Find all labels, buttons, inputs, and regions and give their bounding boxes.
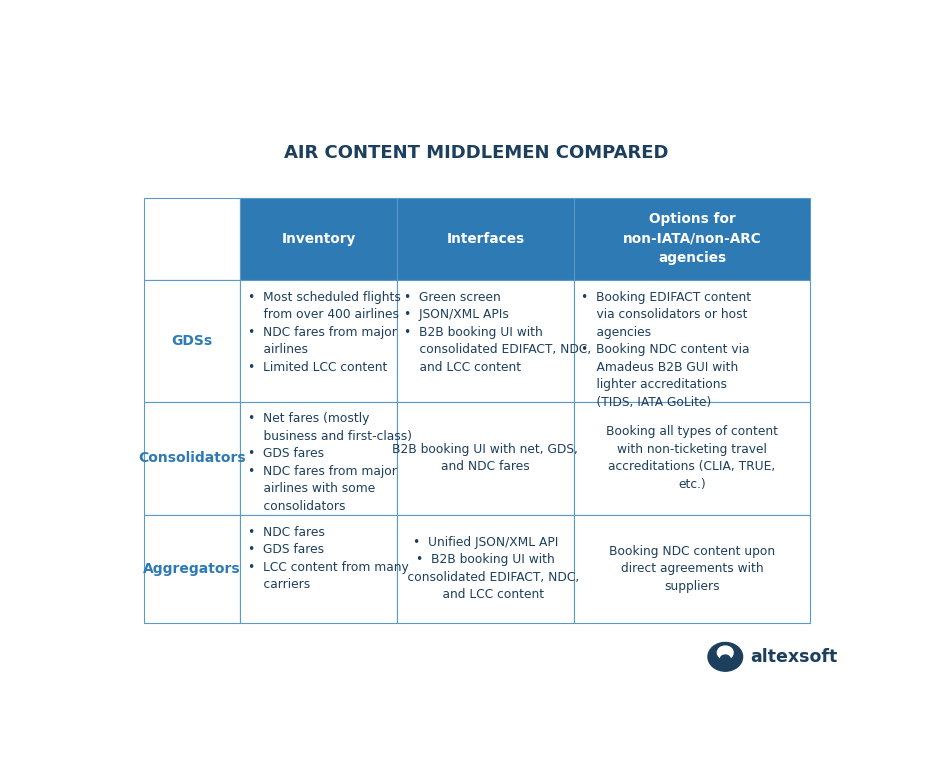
Text: •  Unified JSON/XML API
•  B2B booking UI with
    consolidated EDIFACT, NDC,
  : • Unified JSON/XML API • B2B booking UI … bbox=[392, 536, 579, 601]
Bar bbox=[240, 198, 397, 280]
Bar bbox=[397, 280, 574, 402]
Text: AIR CONTENT MIDDLEMEN COMPARED: AIR CONTENT MIDDLEMEN COMPARED bbox=[285, 144, 669, 162]
Bar bbox=[240, 280, 397, 402]
Text: altexsoft: altexsoft bbox=[750, 648, 837, 666]
Bar bbox=[240, 402, 397, 514]
Text: B2B booking UI with net, GDS,
and NDC fares: B2B booking UI with net, GDS, and NDC fa… bbox=[392, 443, 578, 473]
Text: Consolidators: Consolidators bbox=[139, 451, 246, 465]
Bar bbox=[143, 198, 240, 280]
Text: Options for
non-IATA/non-ARC
agencies: Options for non-IATA/non-ARC agencies bbox=[623, 212, 762, 266]
Text: •  Green screen
•  JSON/XML APIs
•  B2B booking UI with
    consolidated EDIFACT: • Green screen • JSON/XML APIs • B2B boo… bbox=[405, 291, 591, 374]
Bar bbox=[143, 402, 240, 514]
Text: •  Most scheduled flights
    from over 400 airlines
•  NDC fares from major
   : • Most scheduled flights from over 400 a… bbox=[247, 291, 401, 374]
Text: Inventory: Inventory bbox=[282, 232, 356, 246]
Circle shape bbox=[720, 655, 730, 664]
Text: Booking NDC content upon
direct agreements with
suppliers: Booking NDC content upon direct agreemen… bbox=[609, 545, 775, 593]
Bar bbox=[240, 514, 397, 622]
Bar bbox=[574, 198, 810, 280]
Bar bbox=[397, 514, 574, 622]
Bar bbox=[397, 198, 574, 280]
Text: Aggregators: Aggregators bbox=[143, 562, 241, 576]
Ellipse shape bbox=[717, 646, 733, 659]
Text: •  Booking EDIFACT content
    via consolidators or host
    agencies
•  Booking: • Booking EDIFACT content via consolidat… bbox=[581, 291, 751, 409]
Bar bbox=[143, 514, 240, 622]
Bar bbox=[143, 280, 240, 402]
Bar bbox=[397, 402, 574, 514]
Bar bbox=[574, 514, 810, 622]
Text: •  Net fares (mostly
    business and first-class)
•  GDS fares
•  NDC fares fro: • Net fares (mostly business and first-c… bbox=[247, 413, 411, 513]
Text: GDSs: GDSs bbox=[171, 334, 213, 348]
Text: Interfaces: Interfaces bbox=[446, 232, 525, 246]
Bar bbox=[574, 280, 810, 402]
FancyArrow shape bbox=[734, 650, 736, 663]
Text: Booking all types of content
with non-ticketing travel
accreditations (CLIA, TRU: Booking all types of content with non-ti… bbox=[606, 426, 778, 491]
Bar bbox=[574, 402, 810, 514]
Text: •  NDC fares
•  GDS fares
•  LCC content from many
    carriers: • NDC fares • GDS fares • LCC content fr… bbox=[247, 525, 408, 591]
Circle shape bbox=[708, 643, 742, 671]
